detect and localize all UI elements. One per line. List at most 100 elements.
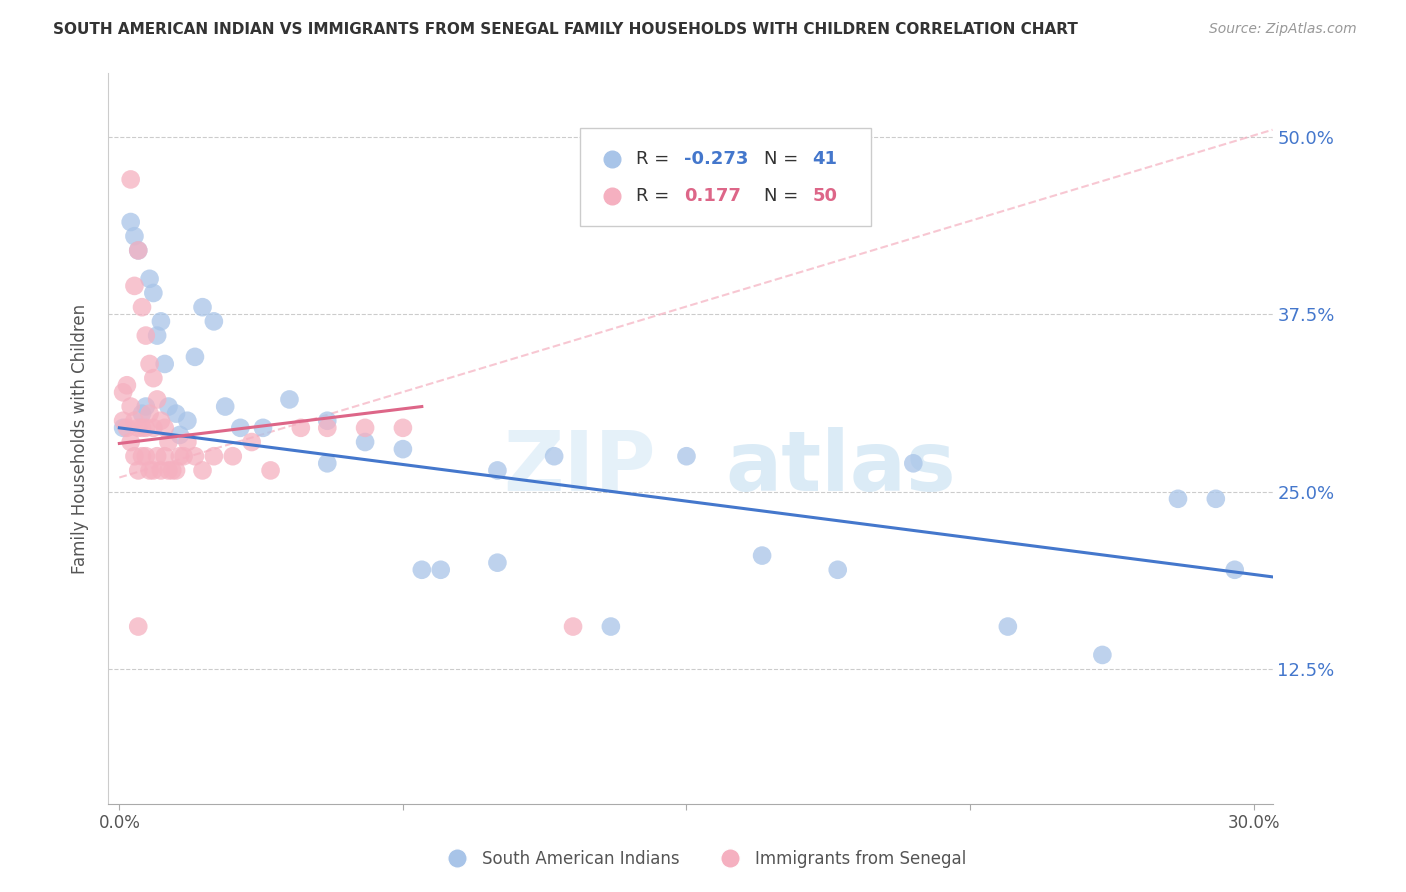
Text: atlas: atlas [725,427,956,508]
Point [142,463,165,477]
Point [157,463,180,477]
Point [127,244,149,258]
Point [202,449,225,463]
Point [290,421,312,435]
Point [184,350,207,364]
Point [124,414,146,428]
Point [486,463,509,477]
Point [124,229,146,244]
Point [131,407,153,421]
Point [240,435,263,450]
Point [176,435,198,450]
Point [997,619,1019,633]
Point [162,463,184,477]
Point [153,357,176,371]
Point [176,414,198,428]
Legend: South American Indians, Immigrants from Senegal: South American Indians, Immigrants from … [433,844,973,875]
Point [146,449,169,463]
Point [316,421,339,435]
Point [124,279,146,293]
Point [165,407,187,421]
Text: N =: N = [763,186,804,204]
Point [146,328,169,343]
Point [138,407,160,421]
Point [173,449,195,463]
Point [127,619,149,633]
Point [392,421,415,435]
Point [120,215,142,229]
Point [214,400,236,414]
Point [131,421,153,435]
Point [138,357,160,371]
Point [142,285,165,300]
Point [354,435,377,450]
Point [1223,563,1246,577]
Point [1091,648,1114,662]
Point [149,314,172,328]
Point [229,421,252,435]
Point [153,421,176,435]
Point [157,435,180,450]
Point [259,463,281,477]
Point [751,549,773,563]
Text: R =: R = [636,186,675,204]
Text: R =: R = [636,150,675,168]
Point [191,300,214,314]
Point [135,400,157,414]
Point [184,449,207,463]
Point [112,385,135,400]
Point [903,456,925,470]
Text: 50: 50 [813,186,838,204]
Point [138,463,160,477]
Point [135,449,157,463]
Point [392,442,415,457]
Point [675,449,697,463]
Point [142,371,165,385]
Point [127,463,149,477]
Text: SOUTH AMERICAN INDIAN VS IMMIGRANTS FROM SENEGAL FAMILY HOUSEHOLDS WITH CHILDREN: SOUTH AMERICAN INDIAN VS IMMIGRANTS FROM… [53,22,1078,37]
Point [138,272,160,286]
Point [120,400,142,414]
Point [252,421,274,435]
Point [316,456,339,470]
Point [486,556,509,570]
Point [169,428,191,442]
Point [115,421,138,435]
Point [411,563,433,577]
Point [112,421,135,435]
Point [115,378,138,392]
Point [316,414,339,428]
Point [120,435,142,450]
Point [165,463,187,477]
Point [169,449,191,463]
Point [1167,491,1189,506]
Point [112,414,135,428]
Point [142,421,165,435]
Point [135,421,157,435]
Y-axis label: Family Households with Children: Family Households with Children [72,303,89,574]
Text: 41: 41 [813,150,838,168]
Point [157,400,180,414]
Point [131,449,153,463]
Text: ZIP: ZIP [503,427,655,508]
Point [127,244,149,258]
Text: Source: ZipAtlas.com: Source: ZipAtlas.com [1209,22,1357,37]
Point [120,172,142,186]
Point [191,463,214,477]
Point [543,449,565,463]
Point [1205,491,1227,506]
Point [278,392,301,407]
Text: N =: N = [763,150,804,168]
Point [354,421,377,435]
Point [222,449,245,463]
Point [562,619,585,633]
Point [135,328,157,343]
Point [599,619,621,633]
Point [127,421,149,435]
Point [429,563,451,577]
FancyBboxPatch shape [579,128,870,227]
Point [827,563,849,577]
Point [146,392,169,407]
Text: 0.177: 0.177 [685,186,741,204]
Point [149,463,172,477]
